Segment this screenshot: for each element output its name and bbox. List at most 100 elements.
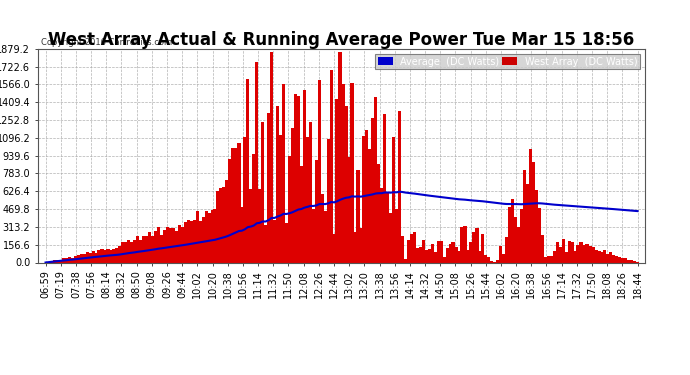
Bar [148, 234, 151, 262]
Bar [546, 256, 550, 262]
Bar [226, 170, 228, 262]
Bar [213, 201, 217, 262]
Bar [255, 62, 258, 262]
Bar [576, 245, 580, 262]
Bar [92, 251, 95, 262]
Bar [222, 181, 226, 262]
Bar [484, 255, 487, 262]
Title: West Array Actual & Running Average Power Tue Mar 15 18:56: West Array Actual & Running Average Powe… [48, 31, 635, 49]
Bar [217, 199, 219, 262]
Bar [109, 249, 112, 262]
Bar [175, 222, 178, 262]
Bar [127, 242, 130, 262]
Bar [413, 232, 416, 262]
Bar [428, 249, 431, 262]
Bar [589, 246, 591, 262]
Bar [550, 256, 553, 262]
Bar [603, 250, 607, 262]
Bar [398, 111, 401, 262]
Bar [532, 162, 535, 262]
Bar [347, 158, 351, 262]
Bar [187, 217, 190, 262]
Bar [457, 251, 461, 262]
Bar [104, 248, 107, 262]
Bar [582, 245, 586, 262]
Bar [544, 256, 547, 262]
Bar [88, 252, 92, 262]
Bar [585, 244, 589, 262]
Bar [541, 235, 544, 262]
Bar [62, 258, 65, 262]
Bar [473, 232, 475, 262]
Bar [290, 128, 294, 262]
Bar [448, 244, 452, 262]
Bar [342, 84, 345, 262]
Bar [371, 118, 375, 262]
Bar [244, 136, 246, 262]
Bar [285, 223, 288, 262]
Bar [401, 236, 404, 262]
Bar [362, 136, 366, 262]
Legend: Average  (DC Watts), West Array  (DC Watts): Average (DC Watts), West Array (DC Watts… [375, 54, 640, 69]
Bar [299, 166, 303, 262]
Bar [535, 190, 538, 262]
Bar [228, 156, 232, 262]
Bar [410, 234, 413, 262]
Bar [573, 251, 577, 262]
Bar [630, 260, 633, 262]
Bar [422, 240, 425, 262]
Bar [130, 244, 133, 262]
Bar [404, 258, 407, 262]
Bar [487, 258, 491, 262]
Bar [386, 193, 389, 262]
Bar [416, 248, 419, 262]
Bar [196, 214, 199, 262]
Bar [609, 252, 613, 262]
Bar [600, 252, 604, 262]
Bar [142, 241, 146, 262]
Bar [389, 213, 393, 262]
Bar [166, 226, 169, 262]
Bar [199, 213, 202, 262]
Bar [151, 235, 155, 262]
Bar [70, 256, 74, 262]
Bar [559, 247, 562, 262]
Bar [395, 209, 398, 262]
Bar [74, 256, 77, 262]
Bar [261, 122, 264, 262]
Bar [237, 140, 241, 262]
Bar [508, 207, 511, 262]
Bar [431, 244, 434, 262]
Bar [356, 170, 359, 262]
Bar [499, 246, 502, 262]
Bar [294, 94, 297, 262]
Bar [86, 254, 89, 262]
Bar [288, 156, 291, 262]
Bar [612, 255, 615, 262]
Bar [455, 248, 457, 262]
Bar [136, 241, 139, 262]
Bar [481, 234, 484, 262]
Bar [163, 229, 166, 262]
Bar [249, 189, 253, 262]
Bar [330, 70, 333, 262]
Bar [392, 138, 395, 262]
Bar [172, 223, 175, 262]
Bar [437, 242, 440, 262]
Bar [326, 139, 330, 262]
Bar [190, 217, 193, 262]
Bar [624, 258, 627, 262]
Bar [419, 247, 422, 262]
Bar [139, 234, 142, 262]
Bar [374, 97, 377, 262]
Bar [59, 260, 62, 262]
Bar [433, 252, 437, 262]
Bar [365, 130, 368, 262]
Bar [324, 211, 327, 262]
Bar [377, 164, 380, 262]
Bar [446, 248, 448, 262]
Bar [193, 217, 196, 262]
Bar [210, 209, 214, 262]
Bar [478, 251, 482, 262]
Bar [523, 170, 526, 262]
